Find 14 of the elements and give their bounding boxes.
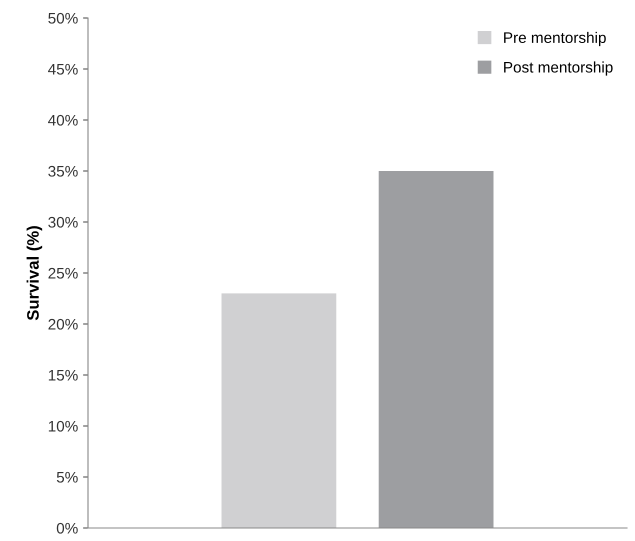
legend-label: Post mentorship: [504, 61, 613, 76]
y-tick-label: 10%: [48, 420, 78, 432]
y-tick-label: 5%: [56, 472, 78, 483]
y-tick-label: 50%: [48, 12, 78, 24]
y-tick-label: 45%: [48, 64, 78, 75]
y-tick-label: 20%: [48, 318, 78, 330]
y-tick-label: 30%: [48, 216, 78, 228]
y-tick-label: 0%: [56, 522, 78, 534]
y-tick-label: 25%: [48, 268, 78, 279]
legend-label: Pre mentorship: [504, 32, 606, 46]
y-tick-label: 35%: [48, 166, 78, 177]
y-tick-label: 40%: [48, 114, 78, 126]
y-tick-label: 15%: [48, 370, 78, 381]
y-axis-title: Survival (%): [26, 226, 42, 320]
